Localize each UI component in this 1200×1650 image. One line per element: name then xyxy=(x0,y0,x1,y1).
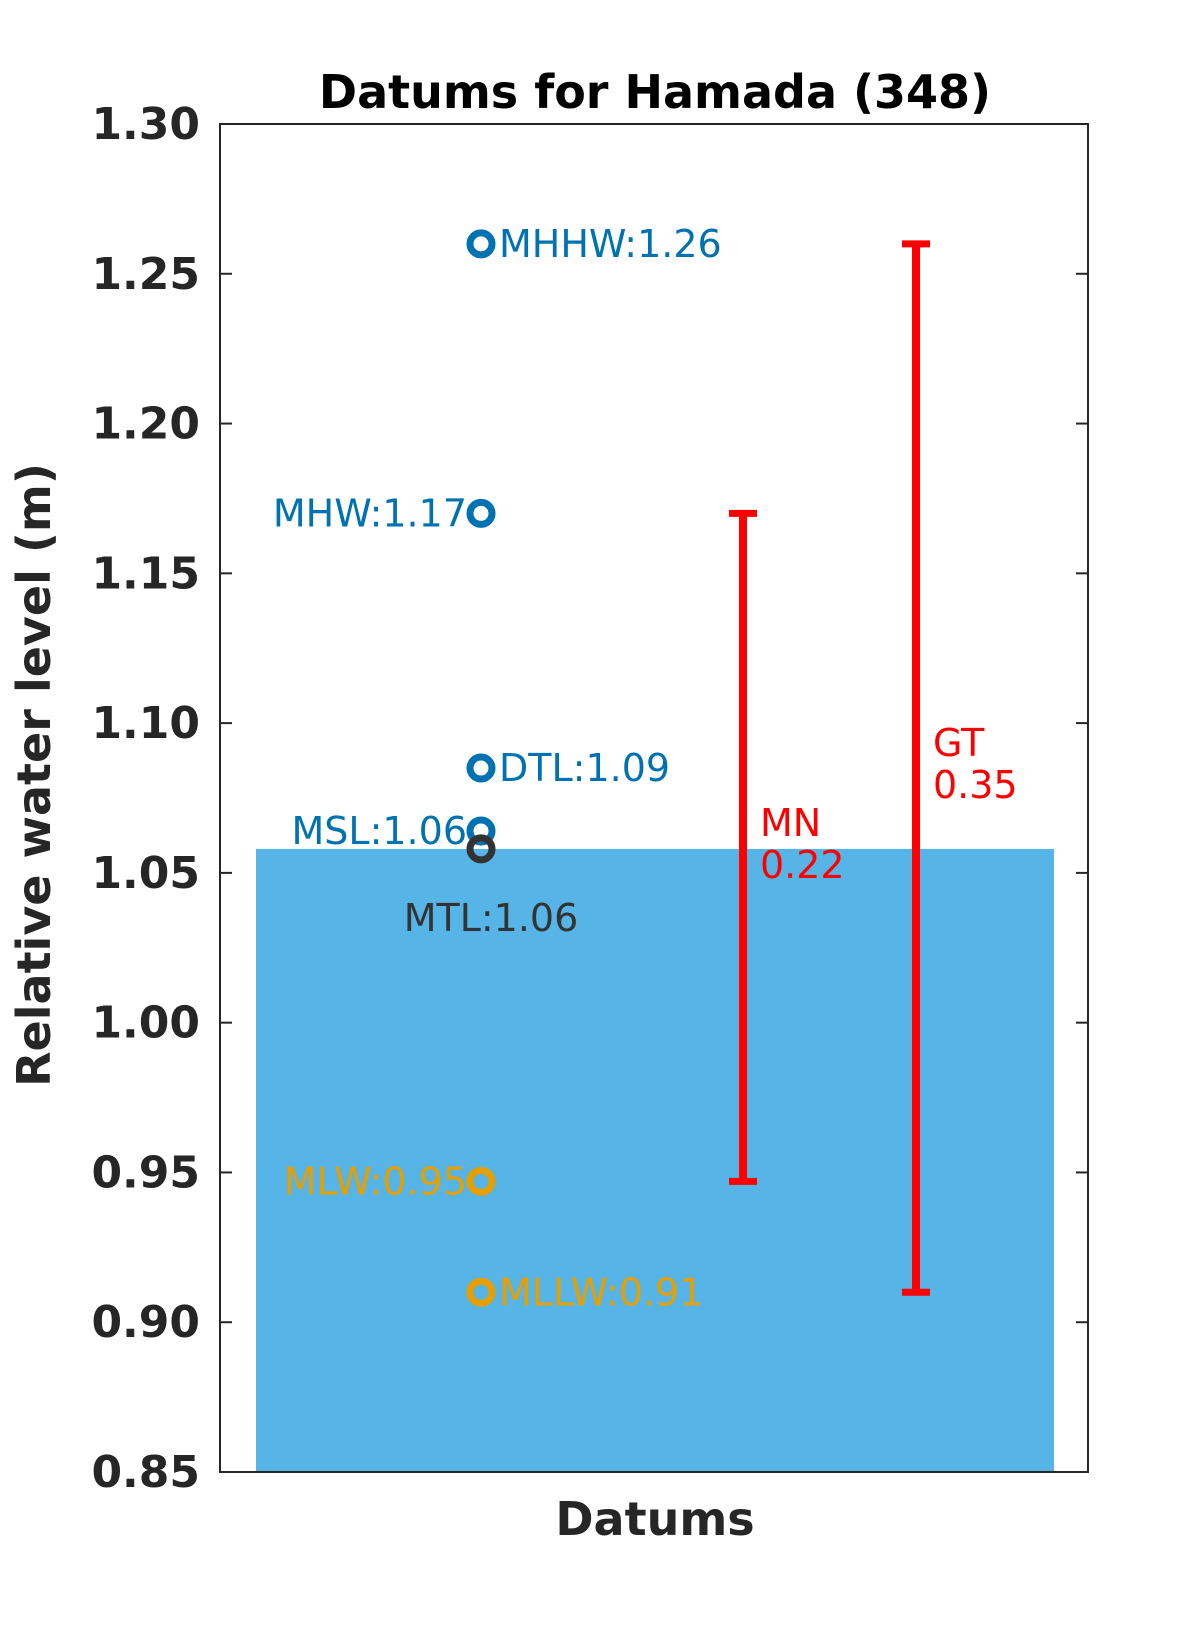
y-axis-label: Relative water level (m) xyxy=(7,463,61,1087)
datum-marker-mhw xyxy=(466,498,496,528)
y-tick-label: 0.85 xyxy=(91,1447,200,1498)
y-tick-label: 1.10 xyxy=(91,698,200,749)
datum-marker-mhhw xyxy=(466,229,496,259)
range-name-gt: GT xyxy=(933,721,985,765)
y-tick-label: 0.95 xyxy=(91,1147,200,1198)
datum-marker-dtl xyxy=(466,753,496,783)
datum-label-mlw: MLW:0.95 xyxy=(284,1159,467,1203)
datum-label-msl: MSL:1.06 xyxy=(292,809,468,853)
x-axis-label: Datums xyxy=(555,1492,754,1546)
y-tick-label: 1.00 xyxy=(91,998,200,1049)
datum-marker-mlw xyxy=(466,1166,496,1196)
chart-title: Datums for Hamada (348) xyxy=(319,65,991,119)
range-value-gt: 0.35 xyxy=(933,763,1018,807)
y-tick-label: 1.05 xyxy=(91,848,200,899)
plot-area: 0.85 0.90 0.95 1.00 1.05 1.10 1.15 1.20 1.25 1.30… xyxy=(91,99,1089,1498)
datum-label-mllw: MLLW:0.91 xyxy=(499,1270,703,1314)
datum-marker-mtl xyxy=(466,834,496,864)
y-tick-label: 0.90 xyxy=(91,1297,200,1348)
axes-box xyxy=(219,123,1089,1473)
y-tick-label: 1.25 xyxy=(91,249,200,300)
datum-marker-mllw xyxy=(466,1277,496,1307)
range-name-mn: MN xyxy=(760,801,821,845)
datum-label-mtl: MTL:1.06 xyxy=(404,896,579,940)
y-tick-label: 1.15 xyxy=(91,548,200,599)
datum-label-dtl: DTL:1.09 xyxy=(499,746,670,790)
data-bar xyxy=(256,848,1054,1472)
datum-marker-msl xyxy=(466,816,496,846)
datum-label-mhw: MHW:1.17 xyxy=(273,491,467,535)
range-value-mn: 0.22 xyxy=(760,843,845,887)
y-tick-label: 1.30 xyxy=(91,99,200,150)
y-tick-label: 1.20 xyxy=(91,399,200,450)
datum-label-mhhw: MHHW:1.26 xyxy=(499,222,722,266)
